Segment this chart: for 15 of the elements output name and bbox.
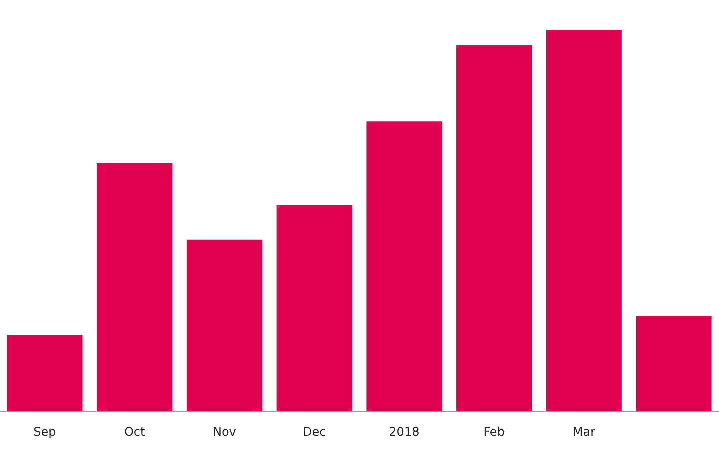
bar xyxy=(546,30,622,412)
x-tick-label: Oct xyxy=(124,424,146,439)
bar xyxy=(456,45,532,412)
bar xyxy=(366,122,442,412)
bar xyxy=(186,240,262,412)
x-tick-label: Dec xyxy=(302,424,326,439)
bar xyxy=(636,316,712,412)
x-tick-label: Feb xyxy=(484,424,505,439)
bar xyxy=(276,206,352,412)
bar xyxy=(7,335,83,412)
bar xyxy=(97,164,173,412)
x-tick-label: 2018 xyxy=(389,424,420,439)
x-tick-label: Sep xyxy=(34,424,56,439)
x-tick-label: Mar xyxy=(572,424,596,439)
x-tick-label: Nov xyxy=(212,424,236,439)
